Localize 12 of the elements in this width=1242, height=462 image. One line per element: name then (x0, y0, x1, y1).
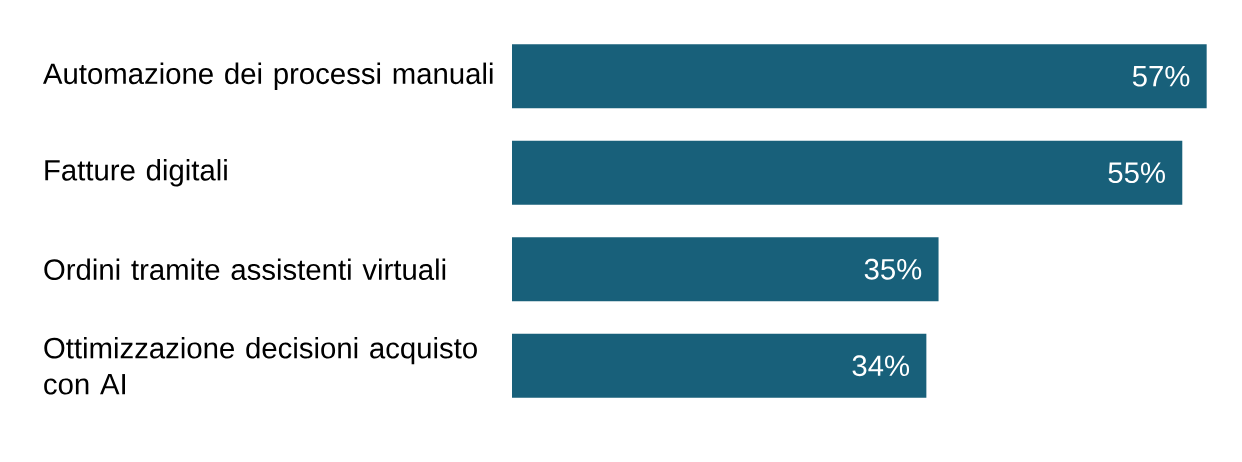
data-label: 57% (1132, 65, 1190, 87)
y-tick-label: Ordini tramite assistenti virtuali (44, 258, 446, 281)
y-tick-label: Ottimizzazione decisioni acquisto con AI (44, 336, 477, 395)
bar (512, 44, 1207, 109)
y-tick-label: Automazione dei processi manuali (43, 62, 493, 90)
data-label: 55% (1108, 162, 1165, 184)
y-tick-label: Fatture digitali (45, 159, 227, 187)
bar (512, 237, 939, 302)
data-label: 34% (852, 355, 910, 377)
bar (512, 333, 927, 398)
bar (512, 140, 1183, 205)
data-label: 35% (864, 258, 922, 280)
